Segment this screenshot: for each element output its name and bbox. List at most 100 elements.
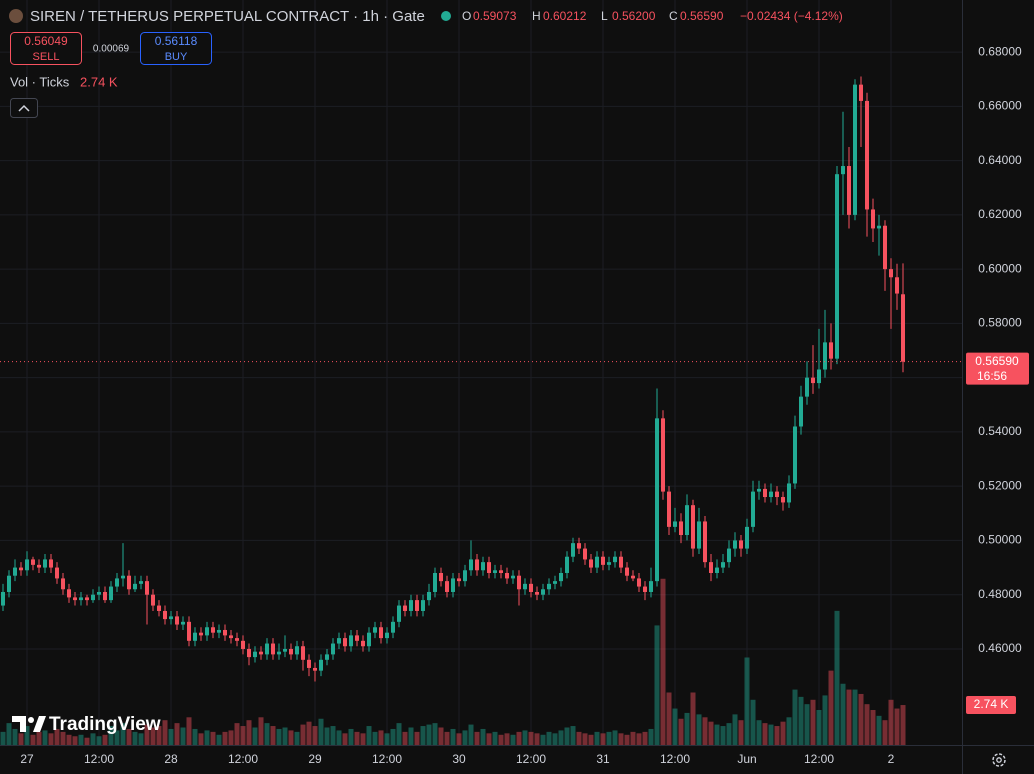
candle-body (475, 559, 479, 571)
candle-body (877, 225, 881, 229)
candle-body (607, 562, 611, 565)
candle-body (397, 605, 401, 622)
volume-bar (150, 727, 156, 745)
volume-bar (414, 731, 420, 745)
candle-body (103, 591, 107, 601)
volume-bar (630, 731, 636, 745)
buy-button[interactable] (140, 32, 212, 65)
volume-bar (6, 723, 12, 745)
candle-body (589, 559, 593, 568)
candle-body (847, 166, 851, 215)
volume-bar (342, 733, 348, 745)
candle-body (295, 646, 299, 655)
volume-bar (750, 699, 756, 745)
gear-inner[interactable] (996, 757, 1002, 763)
candle-body (727, 548, 731, 563)
candle-body (505, 572, 509, 579)
candle-body (445, 581, 449, 592)
candle-body (541, 589, 545, 595)
candle-body (157, 605, 161, 611)
volume-bar (672, 708, 678, 745)
volume-bar (846, 689, 852, 745)
candle-body (775, 491, 779, 498)
volume-bar (174, 723, 180, 745)
volume-bar (690, 692, 696, 745)
volume-bar (42, 730, 48, 745)
volume-bar (378, 730, 384, 745)
sell-button[interactable] (10, 32, 82, 65)
candle-body (181, 621, 185, 625)
volume-bar (534, 733, 540, 745)
volume-bar (408, 727, 414, 745)
candle-body (805, 377, 809, 397)
volume-bar (288, 730, 294, 745)
candle-body (721, 562, 725, 568)
candle-body (697, 521, 701, 549)
candle-body (169, 616, 173, 620)
buy-price[interactable]: 0.56118 (155, 34, 198, 48)
settings-icon[interactable] (992, 753, 1006, 767)
candle-body (457, 578, 461, 582)
volume-bar (306, 721, 312, 745)
volume-bar (282, 727, 288, 745)
collapse-icon[interactable] (18, 104, 30, 112)
volume-bar (432, 723, 438, 745)
candle-body (109, 586, 113, 601)
candle-body (25, 559, 29, 571)
candle-body (823, 342, 827, 370)
gear-outer[interactable] (992, 753, 1006, 767)
logo-mark (12, 716, 26, 732)
sell-label[interactable]: SELL (33, 51, 60, 63)
candle-body (565, 556, 569, 573)
collapse-button[interactable] (10, 98, 38, 118)
volume-pane (0, 578, 906, 745)
candle-body (235, 638, 239, 641)
volume-bar (210, 731, 216, 745)
volume-bar (84, 737, 90, 745)
volume-bar (234, 723, 240, 745)
volume-bar (558, 730, 564, 745)
candle-body (175, 616, 179, 625)
volume-bar (264, 723, 270, 745)
volume-bar (840, 683, 846, 745)
candle-body (391, 621, 395, 633)
x-tick-label: 27 (20, 752, 34, 766)
candle-body (379, 627, 383, 639)
candle-body (595, 556, 599, 568)
volume-bar (240, 726, 246, 745)
candle-body (763, 488, 767, 498)
volume-bar (444, 731, 450, 745)
volume-bar (426, 724, 432, 745)
volume-bar (246, 720, 252, 745)
candle-body (349, 635, 353, 647)
candle-body (481, 562, 485, 571)
open-key: O (462, 9, 471, 23)
volume-bar (438, 727, 444, 745)
candle-body (403, 605, 407, 611)
sell-price[interactable]: 0.56049 (24, 34, 68, 48)
candle-body (787, 483, 791, 503)
candle-body (493, 570, 497, 573)
volume-bar (132, 731, 138, 745)
candle-body (421, 600, 425, 611)
volume-bar (54, 728, 60, 745)
candle-body (163, 610, 167, 620)
volume-bar (72, 736, 78, 745)
volume-bar (810, 699, 816, 745)
candle-body (835, 174, 839, 359)
buy-label[interactable]: BUY (165, 51, 188, 63)
volume-bar (204, 730, 210, 745)
volume-bar (162, 720, 168, 745)
x-tick-label: 30 (452, 752, 466, 766)
x-tick-label: 12:00 (228, 752, 258, 766)
candle-body (265, 643, 269, 655)
x-tick-label: 2 (888, 752, 895, 766)
close-key: C (669, 9, 678, 23)
candle-body (529, 583, 533, 592)
volume-bar (492, 731, 498, 745)
volume-bar (36, 731, 42, 745)
volume-bar (486, 733, 492, 745)
volume-bar (498, 734, 504, 745)
